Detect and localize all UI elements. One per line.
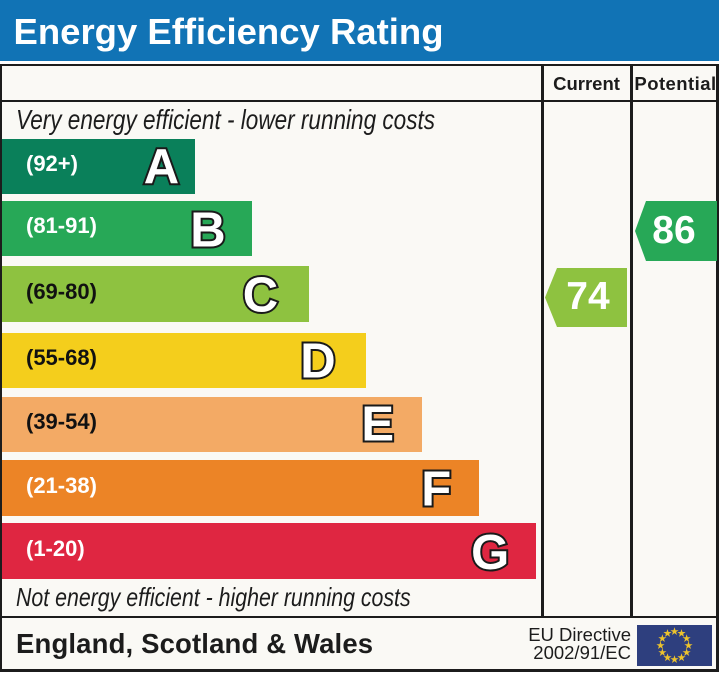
svg-text:E: E [361,398,394,452]
svg-text:C: C [243,269,278,323]
svg-text:G: G [471,526,509,580]
svg-text:D: D [300,335,335,389]
svg-text:A: A [144,140,179,194]
svg-text:B: B [190,204,225,258]
svg-text:F: F [421,463,451,517]
